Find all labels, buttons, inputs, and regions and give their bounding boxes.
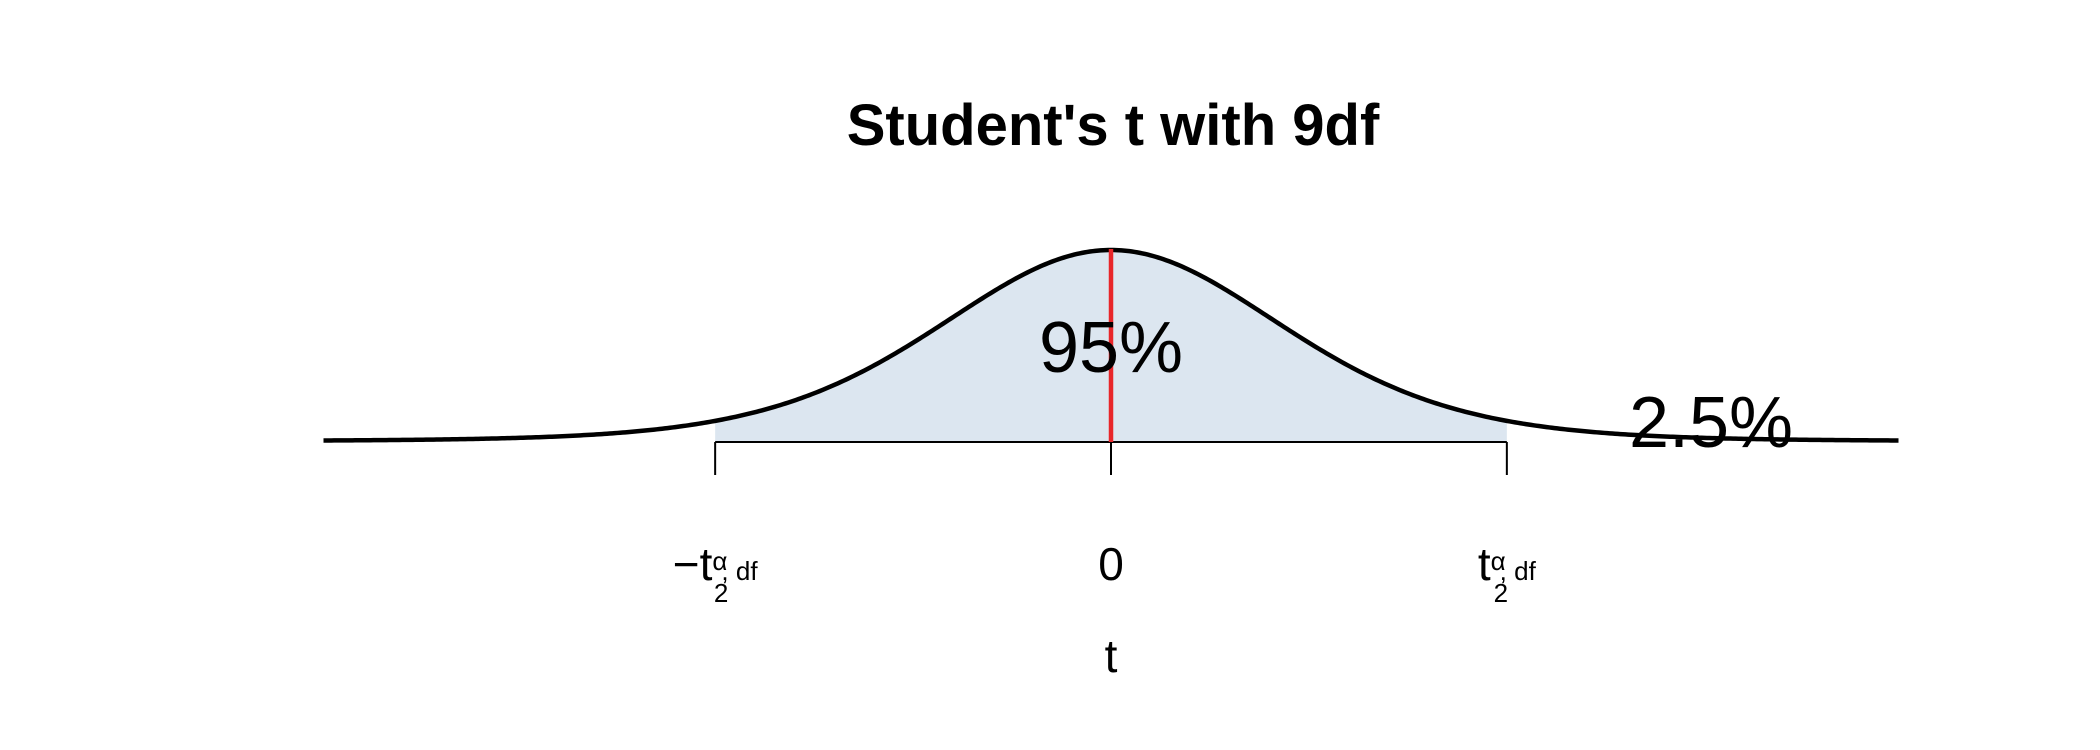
x-tick-label: tα, df2 [1478,538,1537,608]
fraction-denominator: 2 [714,578,728,608]
critical-value-label: −tα, df [673,538,759,590]
fraction-denominator: 2 [1494,578,1508,608]
critical-value-label: tα, df [1478,538,1537,590]
tail-area-label: 2.5% [1629,383,1793,463]
chart-title: Student's t with 9df [847,93,1380,158]
x-tick-label: 0 [1098,538,1124,590]
center-area-label: 95% [1039,308,1183,388]
x-tick-label: −tα, df2 [673,538,759,608]
x-axis-label: t [1105,630,1118,682]
